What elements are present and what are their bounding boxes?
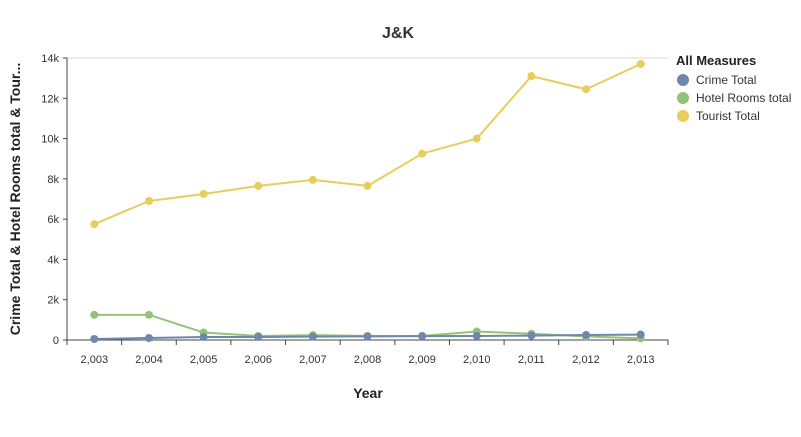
data-point-tourist-total bbox=[363, 181, 372, 190]
data-point-crime-total bbox=[90, 334, 99, 343]
x-tick-label: 2,008 bbox=[354, 354, 382, 366]
data-point-crime-total bbox=[254, 332, 263, 341]
data-point-tourist-total bbox=[636, 60, 645, 69]
legend-label-hotel-rooms-total: Hotel Rooms total bbox=[696, 91, 791, 105]
data-point-crime-total bbox=[527, 331, 536, 340]
chart-title: J&K bbox=[382, 25, 414, 42]
x-tick-label: 2,003 bbox=[81, 354, 109, 366]
data-point-hotel-rooms-total bbox=[90, 310, 99, 319]
x-tick-label: 2,006 bbox=[244, 354, 272, 366]
y-tick-label: 10k bbox=[41, 134, 59, 146]
x-tick-label: 2,012 bbox=[572, 354, 600, 366]
legend: All Measures Crime Total Hotel Rooms tota… bbox=[676, 53, 791, 123]
x-tick-label: 2,004 bbox=[135, 354, 163, 366]
data-point-tourist-total bbox=[582, 85, 591, 94]
data-point-crime-total bbox=[144, 333, 153, 342]
data-point-crime-total bbox=[582, 330, 591, 339]
y-tick-label: 6k bbox=[47, 214, 59, 226]
data-point-tourist-total bbox=[527, 72, 536, 81]
legend-marker-crime-total bbox=[677, 74, 689, 86]
y-axis-label: Crime Total & Hotel Rooms total & Tour..… bbox=[7, 63, 23, 336]
legend-title: All Measures bbox=[676, 53, 756, 68]
series-line-tourist-total bbox=[93, 63, 642, 226]
x-axis-label: Year bbox=[353, 385, 383, 401]
x-tick-label: 2,007 bbox=[299, 354, 327, 366]
x-tick-label: 2,010 bbox=[463, 354, 491, 366]
y-tick-label: 14k bbox=[41, 53, 59, 65]
data-point-tourist-total bbox=[199, 189, 208, 198]
data-point-crime-total bbox=[199, 332, 208, 341]
y-tick-label: 4k bbox=[47, 254, 59, 266]
data-point-tourist-total bbox=[254, 181, 263, 190]
series-layer bbox=[90, 60, 645, 343]
y-tick-label: 8k bbox=[47, 174, 59, 186]
axis-layer: 0 2k 4k 6k 8k 10k 12k 14k 2,003 2,004 2,005 2,006 2,… bbox=[41, 53, 669, 366]
data-point-tourist-total bbox=[418, 149, 427, 158]
data-point-tourist-total bbox=[308, 175, 317, 184]
y-tick-label: 2k bbox=[47, 295, 59, 307]
data-point-crime-total bbox=[418, 332, 427, 341]
data-point-tourist-total bbox=[144, 197, 153, 206]
y-tick-label: 12k bbox=[41, 93, 59, 105]
x-tick-label: 2,011 bbox=[518, 354, 545, 366]
data-point-crime-total bbox=[636, 330, 645, 339]
data-point-tourist-total bbox=[90, 220, 99, 229]
x-tick-label: 2,009 bbox=[408, 354, 436, 366]
x-tick-label: 2,013 bbox=[627, 354, 655, 366]
legend-marker-hotel-rooms-total bbox=[677, 92, 689, 104]
legend-label-crime-total: Crime Total bbox=[696, 73, 756, 87]
data-point-crime-total bbox=[308, 332, 317, 341]
legend-marker-tourist-total bbox=[677, 110, 689, 122]
data-point-hotel-rooms-total bbox=[144, 310, 153, 319]
data-point-crime-total bbox=[363, 332, 372, 341]
legend-label-tourist-total: Tourist Total bbox=[696, 109, 760, 123]
x-tick-label: 2,005 bbox=[190, 354, 218, 366]
legend-items: Crime Total Hotel Rooms total Tourist Tota… bbox=[677, 73, 791, 123]
data-point-crime-total bbox=[472, 331, 481, 340]
data-point-tourist-total bbox=[472, 134, 481, 143]
y-tick-label: 0 bbox=[53, 335, 59, 347]
